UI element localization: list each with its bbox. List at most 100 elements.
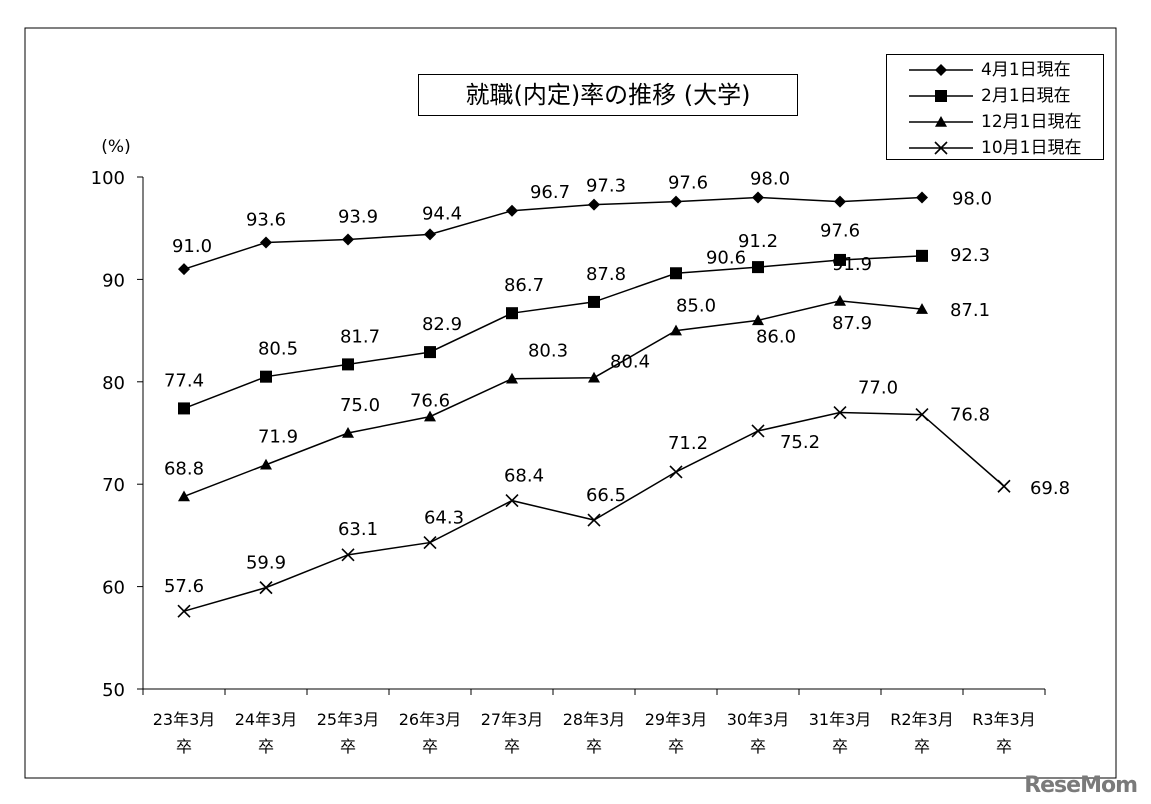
data-label: 66.5 bbox=[586, 485, 626, 506]
x-tick-label-line2: 卒 bbox=[340, 737, 356, 756]
legend-item: 12月1日現在 bbox=[887, 109, 1103, 135]
x-tick-label-line2: 卒 bbox=[176, 737, 192, 756]
x-tick-label-line2: 卒 bbox=[422, 737, 438, 756]
marker-triangle bbox=[178, 490, 190, 502]
legend-item: 10月1日現在 bbox=[887, 135, 1103, 161]
marker-cross bbox=[915, 408, 929, 422]
marker-cross bbox=[833, 405, 847, 420]
data-label: 75.2 bbox=[780, 432, 820, 453]
marker-cross bbox=[751, 424, 765, 438]
legend-swatch bbox=[909, 64, 973, 76]
y-tick-label: 50 bbox=[102, 680, 125, 701]
data-label: 97.6 bbox=[820, 221, 860, 242]
marker-triangle bbox=[342, 427, 354, 438]
x-tick-label: 31年3月 bbox=[809, 710, 872, 729]
data-label: 96.7 bbox=[530, 182, 570, 203]
x-tick-label: 28年3月 bbox=[563, 710, 626, 729]
data-label: 80.4 bbox=[610, 352, 650, 373]
marker-square bbox=[506, 307, 518, 320]
data-label: 68.4 bbox=[504, 466, 544, 487]
data-label: 97.3 bbox=[586, 176, 626, 197]
legend-label: 10月1日現在 bbox=[981, 138, 1082, 158]
legend-label: 12月1日現在 bbox=[981, 112, 1082, 132]
marker-square bbox=[670, 267, 682, 280]
x-tick-label: 27年3月 bbox=[481, 710, 544, 729]
series-markers bbox=[177, 191, 1011, 618]
x-tick-label-line2: 卒 bbox=[996, 737, 1012, 756]
x-tick-label: 24年3月 bbox=[235, 710, 298, 729]
data-label: 82.9 bbox=[422, 314, 462, 335]
marker-diamond bbox=[834, 195, 846, 208]
x-tick-label: 30年3月 bbox=[727, 710, 790, 729]
marker-diamond bbox=[342, 233, 354, 246]
legend: 4月1日現在 2月1日現在 12月1日現在 10月1日現在 bbox=[886, 54, 1104, 160]
x-tick-label-line2: 卒 bbox=[258, 737, 274, 756]
data-label: 97.6 bbox=[668, 173, 708, 194]
x-tick-label: 25年3月 bbox=[317, 710, 380, 729]
marker-diamond bbox=[506, 204, 518, 217]
data-label: 69.8 bbox=[1030, 478, 1070, 499]
marker-cross bbox=[934, 141, 948, 155]
marker-diamond bbox=[424, 228, 436, 241]
data-label: 98.0 bbox=[750, 168, 790, 189]
data-label: 77.0 bbox=[858, 378, 898, 399]
marker-triangle bbox=[752, 314, 764, 326]
x-tick-label-line2: 卒 bbox=[914, 737, 930, 756]
data-label: 71.2 bbox=[668, 433, 708, 454]
marker-diamond bbox=[935, 64, 947, 76]
data-label: 75.0 bbox=[340, 395, 380, 416]
marker-diamond bbox=[670, 195, 682, 208]
marker-cross bbox=[587, 513, 601, 527]
data-label: 81.7 bbox=[340, 326, 380, 347]
data-label: 80.5 bbox=[258, 339, 298, 360]
data-label: 91.9 bbox=[832, 254, 872, 275]
x-tick-label-line2: 卒 bbox=[586, 737, 602, 756]
marker-diamond bbox=[752, 191, 764, 204]
x-tick-label-line2: 卒 bbox=[832, 737, 848, 756]
y-tick-label: 100 bbox=[91, 168, 125, 189]
marker-square bbox=[178, 402, 190, 415]
marker-square bbox=[424, 346, 436, 359]
y-tick-label: 90 bbox=[102, 270, 125, 291]
marker-square bbox=[752, 261, 764, 274]
data-label: 77.4 bbox=[164, 370, 204, 391]
data-label: 87.9 bbox=[832, 313, 872, 334]
data-label: 76.8 bbox=[950, 405, 990, 426]
data-label: 92.3 bbox=[950, 245, 990, 266]
data-label: 87.8 bbox=[586, 264, 626, 285]
marker-cross bbox=[341, 548, 355, 562]
data-label: 86.0 bbox=[756, 326, 796, 347]
marker-square bbox=[935, 90, 947, 102]
data-label: 71.9 bbox=[258, 427, 298, 448]
x-tick-label: R2年3月 bbox=[890, 710, 953, 729]
y-tick-label: 60 bbox=[102, 578, 125, 599]
marker-triangle bbox=[834, 294, 846, 306]
x-tick-label-line2: 卒 bbox=[750, 737, 766, 756]
data-label: 98.0 bbox=[952, 188, 992, 209]
data-label: 90.6 bbox=[706, 247, 746, 268]
x-tick-label: 23年3月 bbox=[153, 710, 216, 729]
legend-swatch bbox=[909, 116, 973, 127]
data-label: 93.6 bbox=[246, 210, 286, 231]
marker-triangle bbox=[916, 303, 928, 314]
marker-triangle bbox=[424, 410, 436, 422]
marker-cross bbox=[997, 479, 1011, 493]
y-tick-label: 80 bbox=[102, 373, 125, 394]
x-tick-label: 29年3月 bbox=[645, 710, 708, 729]
marker-triangle bbox=[260, 458, 272, 470]
legend-item: 2月1日現在 bbox=[887, 83, 1103, 109]
marker-diamond bbox=[178, 263, 190, 276]
marker-diamond bbox=[588, 198, 600, 211]
marker-diamond bbox=[260, 236, 272, 249]
marker-cross bbox=[669, 465, 683, 479]
data-label: 87.1 bbox=[950, 300, 990, 321]
data-labels: 91.0 93.6 93.9 94.4 96.7 97.3 97.6 98.0 97.6 98.0… bbox=[164, 168, 1070, 597]
data-label: 59.9 bbox=[246, 553, 286, 574]
legend-swatch bbox=[909, 141, 973, 155]
data-label: 57.6 bbox=[164, 576, 204, 597]
marker-cross bbox=[505, 494, 519, 508]
marker-square bbox=[588, 295, 600, 308]
series-line-2 bbox=[183, 300, 923, 498]
x-tick-label-line2: 卒 bbox=[504, 737, 520, 756]
